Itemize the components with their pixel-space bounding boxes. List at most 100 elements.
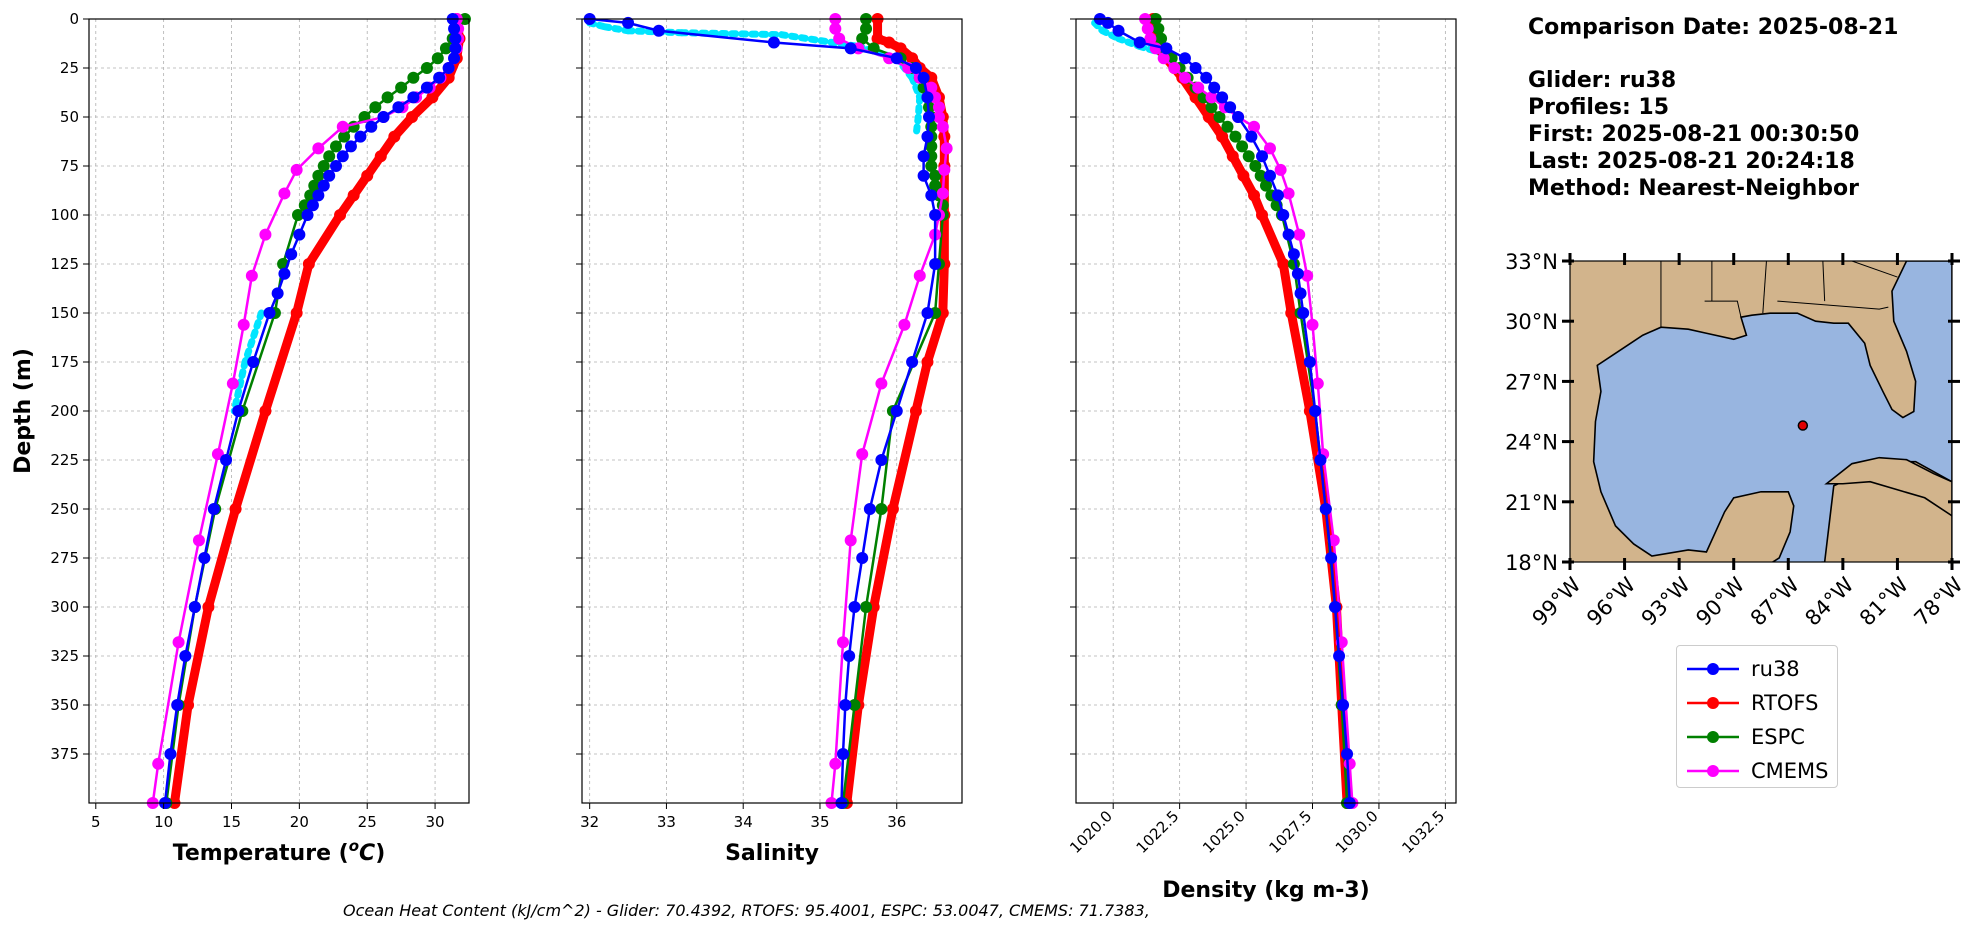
data-point-cmems — [1311, 377, 1324, 390]
data-point-cmems — [1205, 91, 1218, 104]
data-point-cmems — [312, 142, 325, 155]
profile-count: Profiles: 15 — [1528, 95, 1670, 120]
data-point-rtofs — [302, 258, 315, 270]
map-lon-label: 93°W — [1637, 572, 1695, 630]
legend-item-rtofs: RTOFS — [1685, 686, 1829, 720]
data-point-ru38 — [839, 699, 852, 711]
data-point-ru38 — [377, 111, 390, 123]
data-point-ru38 — [232, 405, 245, 417]
map-border — [1777, 300, 1889, 310]
data-point-ru38 — [198, 552, 211, 564]
data-point-ru38 — [392, 101, 405, 114]
data-point-ru38 — [1133, 36, 1146, 49]
data-point-ru38 — [1325, 552, 1338, 564]
x-axis-label: Density (kg m-3) — [1162, 878, 1370, 903]
data-point-cmems — [1301, 269, 1314, 282]
map-lon-label: 99°W — [1528, 572, 1586, 630]
data-point-ru38 — [179, 650, 192, 662]
data-point-cmems — [936, 187, 949, 200]
data-point-ru38 — [420, 81, 433, 94]
data-point-espc — [856, 32, 869, 45]
data-point-cmems — [1248, 120, 1261, 133]
data-point-rtofs — [1216, 130, 1229, 143]
data-point-rtofs — [374, 150, 387, 163]
legend-label: ESPC — [1751, 725, 1805, 749]
x-tick-label: 1032.5 — [1398, 807, 1448, 857]
data-point-rtofs — [347, 189, 360, 202]
data-point-rtofs — [406, 111, 418, 123]
data-point-cmems — [829, 757, 842, 770]
x-axis-label: Salinity — [725, 841, 819, 866]
map-lat-label: 24°N — [1505, 431, 1558, 455]
data-point-ru38 — [848, 601, 861, 613]
data-point-rtofs — [361, 169, 374, 182]
data-point-ru38 — [929, 258, 942, 270]
map-frame — [1569, 260, 1953, 563]
data-point-espc — [929, 179, 942, 192]
data-point-cmems — [938, 163, 951, 176]
data-point-ru38 — [247, 356, 260, 368]
data-point-ru38 — [330, 160, 342, 172]
data-point-espc — [1242, 150, 1255, 163]
data-point-rtofs — [229, 503, 242, 515]
data-point-cmems — [290, 163, 303, 176]
data-point-ru38 — [263, 307, 276, 319]
map-lat-label: 18°N — [1505, 551, 1558, 575]
data-point-ru38 — [1189, 62, 1202, 74]
data-point-espc — [1260, 179, 1272, 192]
data-point-ru38 — [1112, 24, 1125, 37]
data-point-rtofs — [1285, 307, 1298, 319]
data-point-ru38 — [1224, 101, 1237, 114]
data-point-ru38 — [1245, 130, 1258, 143]
raw-glider-trace — [778, 31, 862, 50]
data-point-ru38 — [921, 307, 934, 319]
map-lat-label: 27°N — [1505, 370, 1558, 394]
data-point-rtofs — [1277, 258, 1290, 270]
y-tick-label: 325 — [50, 647, 79, 665]
data-point-ru38 — [922, 111, 935, 123]
data-point-ru38 — [301, 209, 314, 221]
data-point-ru38 — [875, 454, 888, 466]
data-point-rtofs — [883, 36, 896, 49]
glider-name: Glider: ru38 — [1528, 68, 1677, 93]
data-point-cmems — [1263, 142, 1276, 155]
data-point-ru38 — [317, 179, 330, 192]
data-point-cmems — [152, 757, 165, 770]
data-point-espc — [308, 179, 321, 192]
x-tick-label: 30 — [426, 813, 445, 831]
map-lat-label: 21°N — [1505, 491, 1558, 515]
data-point-ru38 — [1208, 81, 1221, 94]
data-point-rtofs — [921, 356, 934, 368]
y-tick-label: 200 — [50, 402, 79, 420]
profile-panel-2: 32 33 34 35 36 Salinity — [576, 13, 963, 866]
data-point-rtofs — [259, 405, 272, 417]
map-lon-label: 84°W — [1800, 572, 1858, 630]
data-point-espc — [395, 81, 408, 94]
data-point-rtofs — [906, 52, 919, 65]
data-point-ru38 — [1337, 699, 1350, 711]
data-point-ru38 — [1333, 650, 1346, 662]
map-border — [1851, 261, 1898, 278]
data-point-cmems — [278, 187, 291, 200]
data-point-ru38 — [652, 24, 665, 37]
data-point-ru38 — [622, 16, 635, 29]
data-point-espc — [1249, 160, 1262, 172]
data-point-cmems — [940, 142, 953, 155]
raw-glider-trace — [230, 358, 249, 415]
legend-label: RTOFS — [1751, 691, 1819, 715]
data-point-rtofs — [202, 601, 215, 613]
data-point-espc — [929, 169, 942, 182]
data-point-rtofs — [871, 32, 884, 45]
data-point-espc — [338, 130, 351, 143]
data-point-espc — [1221, 120, 1234, 133]
data-point-cmems — [932, 111, 945, 123]
data-point-ru38 — [1341, 748, 1354, 760]
legend-marker-icon — [1687, 731, 1739, 743]
data-point-ru38 — [917, 150, 930, 163]
data-point-rtofs — [334, 209, 347, 221]
data-point-espc — [439, 42, 452, 55]
data-point-cmems — [1157, 52, 1170, 65]
y-tick-label: 225 — [50, 451, 79, 469]
method: Method: Nearest-Neighbor — [1528, 176, 1859, 201]
data-point-ru38 — [188, 601, 201, 613]
